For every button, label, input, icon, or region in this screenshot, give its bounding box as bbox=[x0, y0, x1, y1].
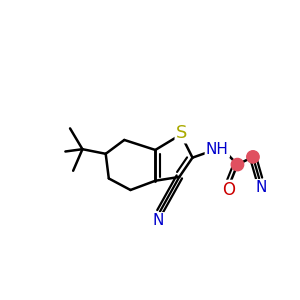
Text: NH: NH bbox=[206, 142, 229, 157]
Text: S: S bbox=[176, 124, 187, 142]
Circle shape bbox=[247, 151, 259, 163]
Text: N: N bbox=[153, 213, 164, 228]
Circle shape bbox=[231, 158, 244, 171]
Text: N: N bbox=[256, 180, 267, 195]
Text: O: O bbox=[222, 181, 235, 199]
